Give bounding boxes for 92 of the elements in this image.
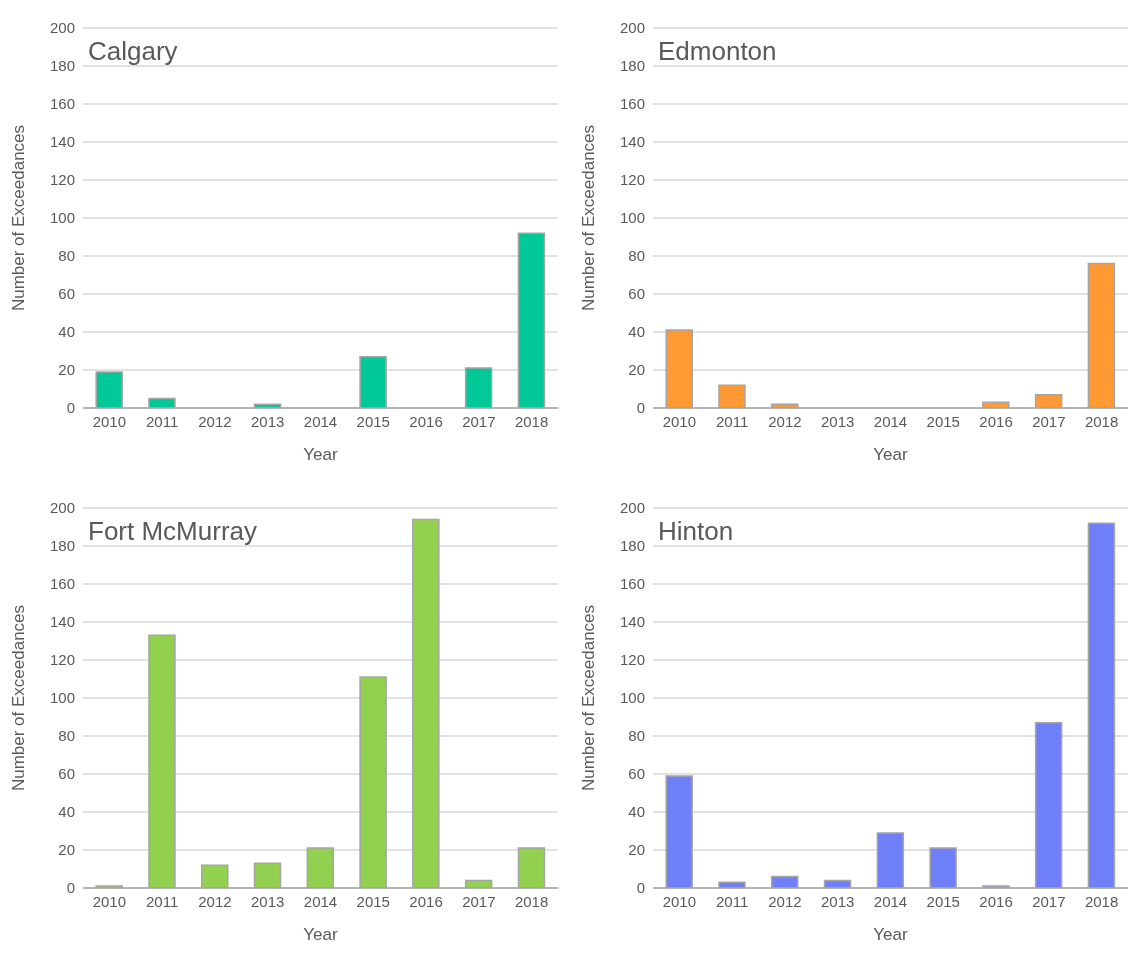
- x-tick-label: 2014: [303, 892, 338, 910]
- y-tick-label: 200: [619, 499, 645, 517]
- y-tick-label: 140: [49, 133, 75, 151]
- x-tick-label: 2018: [1084, 412, 1119, 430]
- y-tick-label: 100: [619, 209, 645, 227]
- x-tick-label: 2010: [662, 412, 697, 430]
- x-axis-title: Year: [873, 925, 909, 944]
- y-tick-label: 140: [49, 613, 75, 631]
- x-tick-label: 2017: [462, 412, 496, 430]
- y-tick-label: 180: [49, 57, 75, 75]
- x-tick-label: 2010: [92, 412, 127, 430]
- y-tick-label: 80: [628, 247, 645, 265]
- y-tick-label: 80: [628, 727, 645, 745]
- y-tick-label: 40: [628, 323, 645, 341]
- y-tick-label: 0: [66, 399, 75, 417]
- x-tick-label: 2014: [873, 892, 908, 910]
- y-tick-label: 100: [49, 209, 75, 227]
- y-axis-title: Number of Exceedances: [9, 124, 29, 312]
- chart-title: Edmonton: [658, 36, 777, 67]
- y-axis-title: Number of Exceedances: [9, 604, 29, 792]
- x-tick-label: 2014: [873, 412, 908, 430]
- x-tick-label: 2017: [462, 892, 496, 910]
- y-tick-label: 160: [49, 95, 75, 113]
- x-axis-title: Year: [873, 445, 909, 464]
- y-tick-label: 140: [619, 613, 645, 631]
- y-tick-label: 60: [58, 285, 75, 303]
- x-tick-label: 2012: [768, 892, 802, 910]
- y-tick-label: 60: [628, 765, 645, 783]
- y-axis-title: Number of Exceedances: [579, 124, 599, 312]
- x-tick-label: 2011: [146, 892, 179, 910]
- y-tick-label: 200: [49, 499, 75, 517]
- x-axis-title: Year: [303, 445, 339, 464]
- y-tick-label: 120: [49, 171, 75, 189]
- x-tick-label: 2013: [251, 412, 285, 430]
- y-tick-label: 40: [58, 323, 75, 341]
- y-tick-label: 20: [58, 841, 75, 859]
- x-tick-label: 2011: [716, 412, 749, 430]
- x-tick-label: 2014: [303, 412, 338, 430]
- x-tick-label: 2013: [821, 412, 855, 430]
- y-tick-label: 180: [619, 537, 645, 555]
- y-tick-label: 200: [619, 19, 645, 37]
- y-tick-label: 40: [58, 803, 75, 821]
- x-tick-label: 2015: [926, 412, 960, 430]
- y-tick-label: 180: [49, 537, 75, 555]
- y-tick-label: 0: [636, 879, 645, 897]
- x-tick-label: 2018: [1084, 892, 1119, 910]
- x-tick-label: 2011: [146, 412, 179, 430]
- x-tick-label: 2016: [409, 412, 443, 430]
- y-tick-label: 100: [619, 689, 645, 707]
- x-tick-label: 2012: [768, 412, 802, 430]
- y-tick-label: 20: [628, 361, 645, 379]
- y-tick-label: 20: [58, 361, 75, 379]
- x-tick-label: 2010: [92, 892, 127, 910]
- x-tick-label: 2015: [356, 412, 390, 430]
- x-tick-label: 2015: [926, 892, 960, 910]
- x-tick-label: 2010: [662, 892, 697, 910]
- x-tick-label: 2012: [198, 412, 232, 430]
- x-tick-label: 2016: [409, 892, 443, 910]
- y-tick-label: 120: [619, 651, 645, 669]
- x-tick-label: 2013: [821, 892, 855, 910]
- y-axis-title: Number of Exceedances: [579, 604, 599, 792]
- y-tick-label: 120: [49, 651, 75, 669]
- chart-title: Calgary: [88, 36, 178, 67]
- y-tick-label: 40: [628, 803, 645, 821]
- x-tick-label: 2012: [198, 892, 232, 910]
- y-tick-label: 60: [58, 765, 75, 783]
- x-tick-label: 2017: [1032, 412, 1066, 430]
- y-tick-label: 160: [619, 575, 645, 593]
- y-tick-label: 140: [619, 133, 645, 151]
- x-tick-label: 2011: [716, 892, 749, 910]
- x-axis-title: Year: [303, 925, 339, 944]
- y-tick-label: 60: [628, 285, 645, 303]
- x-tick-label: 2018: [514, 892, 549, 910]
- x-tick-label: 2018: [514, 412, 549, 430]
- x-tick-label: 2017: [1032, 892, 1066, 910]
- y-tick-label: 100: [49, 689, 75, 707]
- x-tick-label: 2016: [979, 412, 1013, 430]
- x-tick-label: 2013: [251, 892, 285, 910]
- y-tick-label: 20: [628, 841, 645, 859]
- y-tick-label: 80: [58, 727, 75, 745]
- y-tick-label: 180: [619, 57, 645, 75]
- y-tick-label: 0: [636, 399, 645, 417]
- y-tick-label: 160: [49, 575, 75, 593]
- x-tick-label: 2016: [979, 892, 1013, 910]
- y-tick-label: 200: [49, 19, 75, 37]
- y-tick-label: 120: [619, 171, 645, 189]
- chart-title: Hinton: [658, 516, 734, 547]
- y-tick-label: 80: [58, 247, 75, 265]
- y-tick-label: 160: [619, 95, 645, 113]
- x-tick-label: 2015: [356, 892, 390, 910]
- chart-title: Fort McMurray: [88, 516, 257, 547]
- y-tick-label: 0: [66, 879, 75, 897]
